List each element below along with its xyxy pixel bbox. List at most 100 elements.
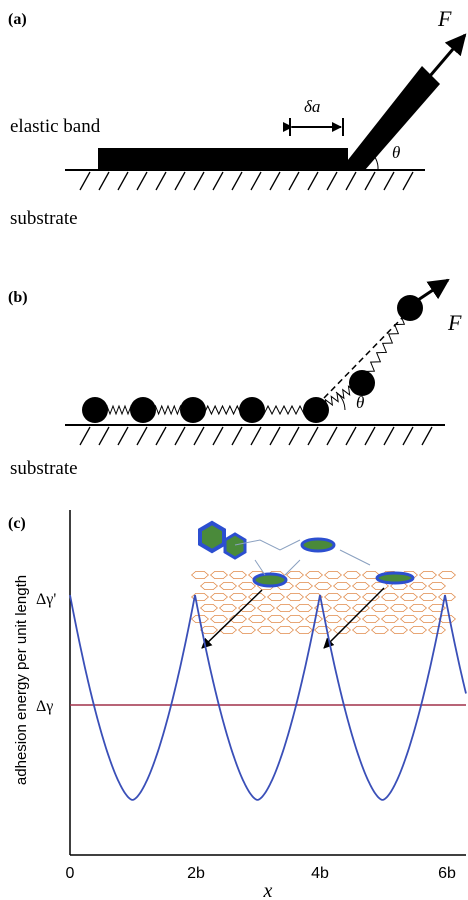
hexagon <box>380 614 400 624</box>
hexagon <box>399 614 419 624</box>
hexagon <box>389 625 409 635</box>
hexagon <box>285 592 305 602</box>
force-label: F <box>437 6 452 31</box>
band-label: elastic band <box>10 116 101 137</box>
hatch-line <box>269 426 281 446</box>
hatch-line <box>383 171 395 191</box>
hexagon <box>294 581 314 591</box>
hexagon <box>294 603 314 613</box>
y-axis-title: adhesion energy per unit length <box>13 575 30 785</box>
hatch-line <box>174 426 186 446</box>
hexagon <box>190 570 210 580</box>
panel-b: (b) F θ substrate <box>8 278 462 479</box>
hexagon <box>361 614 381 624</box>
hatch-line <box>231 426 243 446</box>
hatch-line <box>250 426 262 446</box>
hexagon <box>389 603 409 613</box>
spring <box>361 307 411 384</box>
hexagon <box>380 592 400 602</box>
hexagon <box>418 592 438 602</box>
force-arrow <box>417 278 450 302</box>
hatch-line <box>136 426 148 446</box>
hexagon <box>437 592 457 602</box>
hexagon <box>199 603 219 613</box>
hatch <box>79 171 414 191</box>
hexagon <box>256 603 276 613</box>
hatch-line <box>155 171 167 191</box>
hexagon <box>408 581 428 591</box>
hexagon <box>370 625 390 635</box>
substrate-label: substrate <box>10 208 78 229</box>
hexagon <box>218 603 238 613</box>
panel-a: (a) F δa elastic band θ substrate <box>8 6 467 229</box>
hexagon <box>190 592 210 602</box>
hexagon <box>228 614 248 624</box>
panel-label: (a) <box>8 11 27 28</box>
hexagon <box>332 581 352 591</box>
graphene-inset <box>190 570 457 635</box>
hexagon <box>285 614 305 624</box>
hexagon <box>313 625 333 635</box>
hatch-line <box>269 171 281 191</box>
hexagon <box>218 581 238 591</box>
hexagon <box>266 614 286 624</box>
panel-label: (c) <box>8 515 26 532</box>
hatch-line <box>98 426 110 446</box>
hexagon <box>209 614 229 624</box>
hatch-line <box>79 171 91 191</box>
springs <box>82 295 423 423</box>
hexagon <box>313 581 333 591</box>
hexagon <box>294 625 314 635</box>
dashed-line <box>323 317 403 399</box>
hatch-line <box>193 426 205 446</box>
hatch-line <box>193 171 205 191</box>
hexagon <box>332 603 352 613</box>
hatch-line <box>326 171 338 191</box>
hexagon <box>427 625 447 635</box>
hatch-line <box>421 426 433 446</box>
hexagon <box>247 592 267 602</box>
hexagon <box>199 625 219 635</box>
hatch-line <box>402 426 414 446</box>
hexagon <box>237 603 257 613</box>
hatch-line <box>326 426 338 446</box>
molecules <box>198 520 415 588</box>
hexagon <box>190 614 210 624</box>
hexagon <box>247 614 267 624</box>
hexagon <box>408 625 428 635</box>
hexagon <box>323 592 343 602</box>
hatch-line <box>98 171 110 191</box>
hatch-line <box>117 426 129 446</box>
hatch-line <box>364 426 376 446</box>
hatch-line <box>79 426 91 446</box>
hexagon <box>437 570 457 580</box>
hexagon <box>228 570 248 580</box>
hatch-line <box>174 171 186 191</box>
hexagon <box>237 581 257 591</box>
hexagon <box>418 614 438 624</box>
angle-label: θ <box>356 393 364 412</box>
hexagon <box>304 570 324 580</box>
y-tick-label: Δγ <box>36 698 53 715</box>
hexagon <box>275 603 295 613</box>
hatch-line <box>136 171 148 191</box>
hexagon <box>351 625 371 635</box>
hatch-line <box>383 426 395 446</box>
bead <box>82 397 108 423</box>
x-tick-label: 0 <box>66 865 75 882</box>
band <box>98 148 348 170</box>
hexagon <box>361 592 381 602</box>
x-tick-label: 4b <box>311 865 329 882</box>
hatch <box>79 426 433 446</box>
x-tick-label: 2b <box>187 865 205 882</box>
hatch-line <box>364 171 376 191</box>
hexagon <box>228 592 248 602</box>
arrow <box>201 589 263 649</box>
angle-label: θ <box>392 143 400 162</box>
hatch-line <box>402 171 414 191</box>
force-label: F <box>447 310 462 335</box>
bead <box>349 370 375 396</box>
x-tick-label: 6b <box>438 865 456 882</box>
hexagon <box>304 614 324 624</box>
